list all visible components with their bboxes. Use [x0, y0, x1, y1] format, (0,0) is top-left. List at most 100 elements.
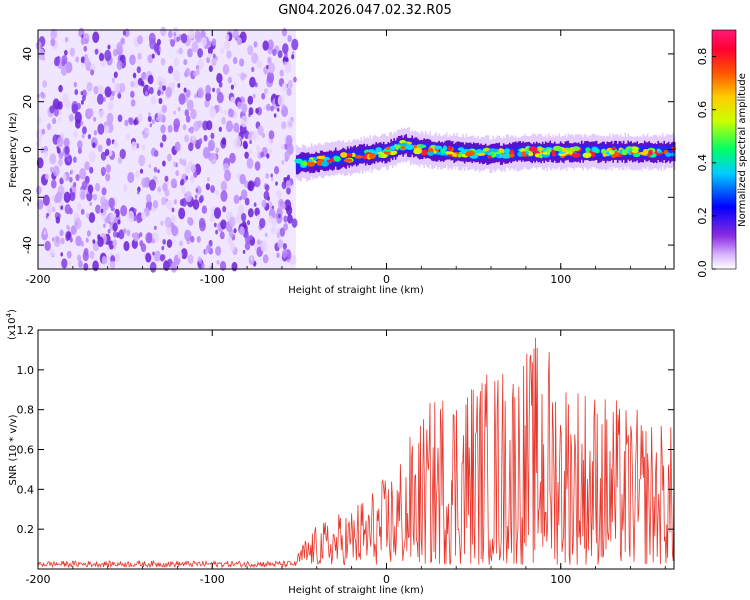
band-core-blob: [388, 150, 398, 156]
noise-blob: [105, 173, 111, 182]
noise-blob: [133, 78, 139, 89]
noise-blob: [82, 32, 90, 45]
noise-blob: [81, 133, 85, 139]
noise-blob: [196, 235, 201, 243]
noise-blob: [84, 161, 90, 171]
noise-blob: [216, 260, 220, 265]
noise-blob: [44, 173, 49, 180]
band-core-blob: [528, 146, 538, 152]
noise-blob: [234, 137, 241, 149]
noise-blob: [123, 228, 127, 234]
band-mid: [456, 146, 458, 158]
noise-blob: [249, 76, 256, 88]
noise-blob: [207, 46, 213, 55]
noise-blob: [117, 219, 121, 225]
noise-blob: [218, 81, 223, 88]
noise-blob: [195, 188, 199, 193]
noise-blob: [127, 210, 135, 223]
noise-blob: [259, 217, 266, 229]
noise-blob: [43, 230, 47, 235]
band-core-blob: [524, 146, 530, 152]
noise-blob: [156, 38, 161, 46]
noise-blob: [87, 134, 92, 140]
noise-blob: [270, 177, 274, 182]
band-core-blob: [611, 146, 617, 151]
band-mid: [579, 146, 581, 158]
band-core-blob: [333, 156, 341, 162]
noise-blob: [202, 147, 211, 159]
band-mid: [345, 151, 347, 164]
noise-blob: [104, 49, 112, 62]
noise-blob: [195, 32, 202, 44]
noise-blob: [257, 125, 264, 136]
noise-blob: [282, 242, 287, 250]
band-mid: [571, 146, 574, 158]
noise-blob: [150, 95, 157, 105]
band-mid: [438, 144, 440, 157]
band-core-blob: [521, 151, 527, 157]
noise-blob: [198, 138, 203, 145]
band-mid: [322, 154, 325, 167]
band-core-blob: [648, 149, 653, 156]
noise-blob: [191, 134, 196, 141]
band-mid: [574, 146, 577, 158]
noise-blob: [148, 112, 151, 117]
noise-blob: [173, 118, 181, 130]
noise-blob: [80, 56, 86, 64]
noise-blob: [173, 110, 176, 115]
noise-blob: [137, 113, 143, 122]
band-mid: [363, 149, 365, 161]
noise-blob: [281, 159, 285, 165]
noise-blob: [197, 48, 204, 58]
noise-blob: [241, 103, 248, 114]
noise-blob: [232, 56, 238, 65]
noise-blob: [211, 126, 215, 131]
noise-blob: [139, 168, 144, 174]
y-tick-label: 1.0: [17, 364, 35, 377]
noise-blob: [162, 182, 168, 192]
noise-blob: [147, 74, 154, 85]
noise-blob: [137, 77, 143, 86]
noise-blob: [80, 208, 85, 215]
noise-blob: [262, 40, 269, 51]
noise-blob: [230, 242, 236, 251]
noise-blob: [249, 139, 252, 145]
band-mid: [667, 146, 670, 158]
noise-blob: [205, 183, 211, 191]
noise-blob: [270, 173, 273, 178]
noise-blob: [64, 36, 69, 43]
band-mid: [424, 144, 427, 156]
noise-blob: [224, 169, 232, 182]
noise-blob: [194, 93, 198, 99]
noise-blob: [140, 72, 146, 81]
noise-blob: [216, 72, 223, 84]
x-tick-label: 100: [550, 273, 571, 286]
noise-blob: [53, 235, 61, 248]
noise-blob: [137, 190, 140, 195]
noise-blob: [210, 185, 215, 193]
noise-blob: [209, 107, 217, 119]
noise-blob: [177, 83, 181, 88]
noise-blob: [73, 81, 78, 88]
noise-blob: [162, 160, 166, 167]
band-core-blob: [400, 145, 406, 150]
noise-blob: [116, 41, 123, 53]
noise-blob: [233, 228, 237, 234]
band-core-blob: [565, 148, 572, 152]
noise-blob: [244, 197, 250, 206]
noise-blob: [171, 207, 175, 213]
noise-blob: [75, 235, 82, 247]
noise-blob: [168, 65, 174, 74]
noise-blob: [103, 223, 106, 228]
noise-blob: [88, 212, 96, 224]
colorbar-tick-label: 0.2: [696, 207, 709, 225]
noise-blob: [175, 170, 180, 177]
noise-blob: [113, 82, 121, 94]
noise-blob: [101, 255, 107, 265]
noise-blob: [173, 199, 178, 205]
noise-blob: [47, 215, 51, 221]
y-tick-label: -20: [21, 188, 34, 206]
noise-blob: [92, 260, 99, 272]
band-core-blob: [301, 161, 308, 167]
